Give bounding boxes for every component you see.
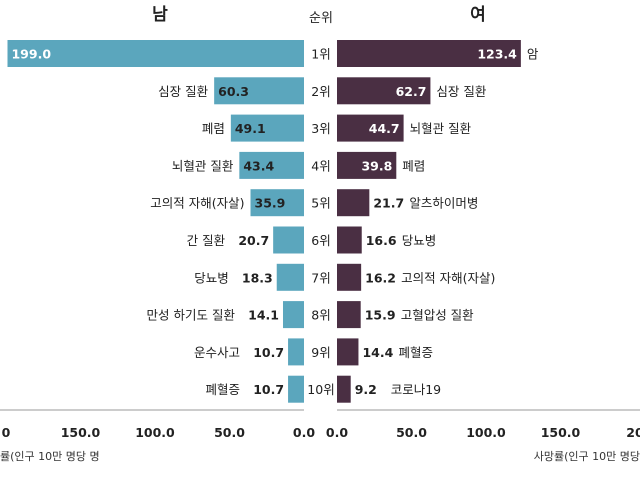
female-bar: [337, 151, 397, 179]
male-bar: [288, 375, 304, 403]
male-value-label: 20.7: [238, 233, 269, 248]
x-axis-label-left: 률(인구 10만 명당 명: [0, 450, 100, 463]
x-tick-label-left: 0.0: [293, 425, 315, 440]
male-bar: [273, 226, 304, 254]
male-value-label: 199.0: [11, 47, 51, 62]
x-axis-ticks: 0 150.0 100.0 50.0 0.0 0.0 50.0 100.0 150.0 20: [2, 425, 640, 440]
x-tick-label-left: 100.0: [135, 425, 175, 440]
male-bars: 199.0 60.3 심장 질환 49.1 폐렴 43.4 뇌혈관 질환 35.9 고의적 자해…: [7, 40, 305, 403]
male-bar: [282, 301, 304, 329]
male-bar: [276, 263, 304, 291]
male-category-label: 만성 하기도 질환: [147, 308, 236, 323]
female-value-label: 16.6: [366, 233, 397, 248]
female-header: 여: [470, 5, 486, 25]
rank-label: 1위: [311, 47, 330, 62]
male-category-label: 폐혈증: [206, 382, 241, 397]
male-value-label: 43.4: [243, 158, 274, 173]
female-category-label: 고혈압성 질환: [401, 308, 474, 323]
rank-column: 1위 2위 3위 4위 5위 6위 7위 8위 9위 10위: [307, 47, 334, 398]
rank-label: 9위: [311, 345, 330, 360]
female-bar: [337, 338, 359, 366]
male-category-label: 폐렴: [202, 121, 225, 136]
rank-label: 10위: [307, 382, 334, 397]
male-value-label: 49.1: [235, 121, 266, 136]
female-bar: [337, 301, 361, 329]
male-value-label: 18.3: [242, 270, 273, 285]
female-bar: [337, 375, 351, 403]
female-category-label: 당뇨병: [402, 233, 437, 248]
x-tick-label-right: 150.0: [541, 425, 581, 440]
male-bar: [288, 338, 304, 366]
rank-label: 2위: [311, 84, 330, 99]
x-tick-label-right: 0.0: [326, 425, 348, 440]
female-value-label: 123.4: [477, 47, 517, 62]
female-value-label: 14.4: [362, 345, 393, 360]
female-value-label: 15.9: [365, 308, 396, 323]
female-category-label: 폐렴: [402, 158, 425, 173]
male-bar: [214, 77, 304, 105]
male-value-label: 14.1: [248, 308, 279, 323]
male-category-label: 당뇨병: [194, 270, 229, 285]
female-category-label: 심장 질환: [436, 84, 486, 99]
female-value-label: 44.7: [369, 121, 400, 136]
rank-label: 5위: [311, 196, 330, 211]
male-value-label: 10.7: [253, 382, 284, 397]
female-category-label: 고의적 자해(자살): [401, 270, 495, 285]
male-bar: [239, 151, 304, 179]
x-tick-label-left: 0: [2, 425, 11, 440]
female-category-label: 알츠하이머병: [409, 196, 478, 211]
x-axis-label-right: 사망률(인구 10만 명당: [534, 450, 640, 463]
x-tick-label-right: 100.0: [466, 425, 506, 440]
female-bar: [337, 226, 362, 254]
male-value-label: 60.3: [218, 84, 249, 99]
female-bar: [337, 40, 521, 67]
rank-header: 순위: [309, 11, 333, 26]
male-category-label: 뇌혈관 질환: [172, 158, 234, 173]
male-value-label: 35.9: [255, 196, 286, 211]
male-bar: [7, 40, 305, 67]
male-category-label: 간 질환: [187, 233, 226, 248]
female-bar: [337, 114, 404, 142]
female-value-label: 39.8: [361, 158, 392, 173]
male-bar: [250, 189, 304, 217]
female-bar: [337, 263, 362, 291]
male-category-label: 운수사고: [194, 345, 240, 360]
female-bars: 123.4 암 62.7 심장 질환 44.7 뇌혈관 질환 39.8 폐렴 21.7 알츠하이머…: [337, 40, 539, 403]
female-category-label: 코로나19: [391, 382, 441, 397]
rank-label: 7위: [311, 270, 330, 285]
x-tick-label-left: 50.0: [214, 425, 245, 440]
male-value-label: 10.7: [253, 345, 284, 360]
male-category-label: 고의적 자해(자살): [150, 196, 244, 211]
female-category-label: 암: [527, 47, 539, 62]
x-tick-label-right: 50.0: [396, 425, 427, 440]
male-category-label: 심장 질환: [158, 84, 208, 99]
female-value-label: 16.2: [365, 270, 396, 285]
rank-label: 4위: [311, 158, 330, 173]
rank-label: 6위: [311, 233, 330, 248]
x-tick-label-right: 20: [626, 425, 640, 440]
female-value-label: 21.7: [373, 196, 404, 211]
rank-label: 8위: [311, 308, 330, 323]
male-header: 남: [152, 5, 168, 25]
x-tick-label-left: 150.0: [61, 425, 101, 440]
female-value-label: 9.2: [355, 382, 377, 397]
male-bar: [230, 114, 304, 142]
rank-label: 3위: [311, 121, 330, 136]
female-category-label: 폐혈증: [398, 345, 433, 360]
female-bar: [337, 189, 370, 217]
female-bar: [337, 77, 431, 105]
female-value-label: 62.7: [396, 84, 427, 99]
female-category-label: 뇌혈관 질환: [410, 121, 472, 136]
